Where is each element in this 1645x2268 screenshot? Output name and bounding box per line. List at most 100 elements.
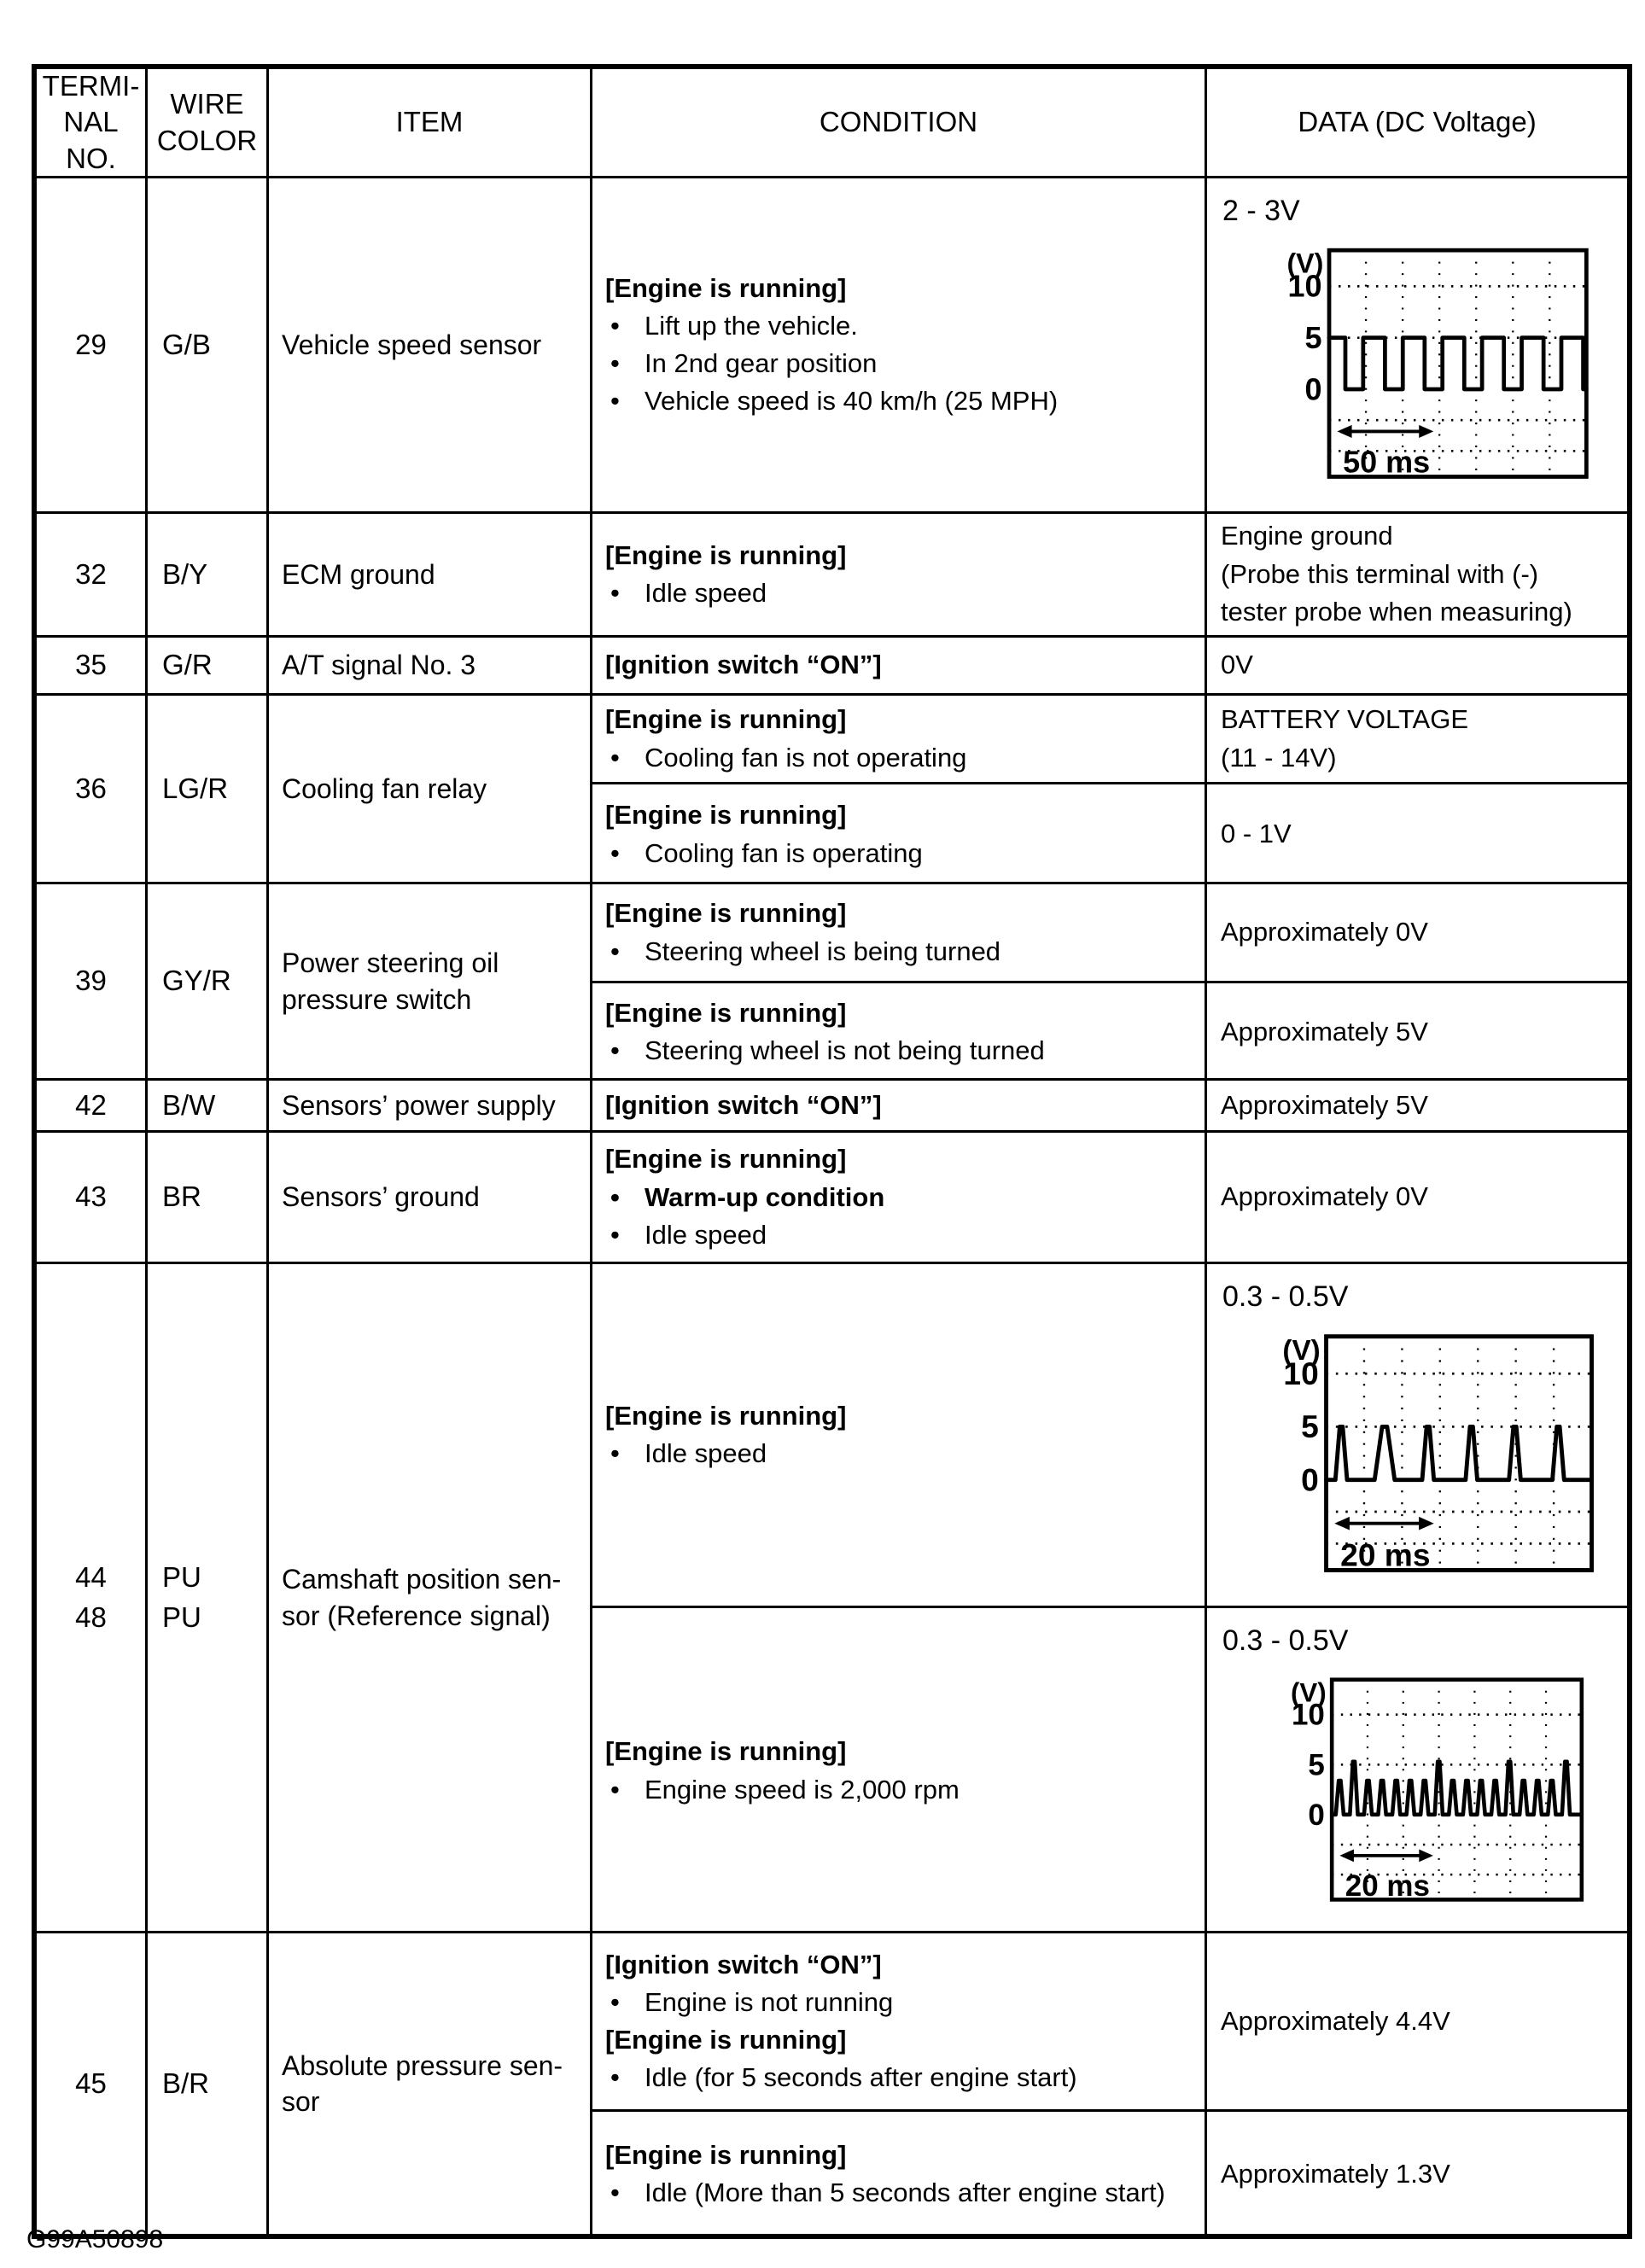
condition-text: [Engine is running] (605, 272, 847, 303)
condition-text: [Engine is running] (605, 704, 847, 735)
condition-cell: [Engine is running] • Cooling fan is opera… (592, 784, 1207, 884)
scope-ytick-label: 10 (1292, 1699, 1325, 1732)
condition-text: [Engine is running] (605, 2139, 847, 2170)
condition-line: [Engine is running] (605, 796, 1198, 834)
condition-data-group: [Engine is running] • Idle speed 0.3 - 0.5V… (592, 1264, 1627, 1933)
condition-line: • Cooling fan is operating (605, 835, 1198, 872)
data-voltage-text: Approximately 4.4V (1221, 2005, 1450, 2036)
scope-ytick-label: 10 (1287, 269, 1321, 304)
bullet-icon: • (610, 1181, 620, 1212)
bullet-icon: • (610, 386, 620, 417)
condition-data-subrow: [Engine is running] • Idle (More than 5 se… (592, 2112, 1627, 2236)
data-voltage-text: 0 - 1V (1221, 819, 1292, 849)
condition-line: [Engine is running] (605, 2021, 1198, 2059)
data-voltage-cell: Approximately 0V (1207, 884, 1627, 981)
condition-data-group: [Ignition switch “ON”] • Engine is not run… (592, 1933, 1627, 2236)
bullet-icon: • (610, 1774, 620, 1804)
bullet-icon: • (610, 578, 620, 608)
table-row-44-48: 44 48 PU PU Camshaft position sen- sor (Re… (37, 1264, 1627, 1933)
condition-text: Engine speed is 2,000 rpm (645, 1774, 960, 1804)
data-voltage-cell: Approximately 5V (1207, 983, 1627, 1081)
condition-line: • Cooling fan is not operating (605, 739, 1198, 777)
condition-data-subrow: [Engine is running] • Warm-up condition • Id… (592, 1133, 1627, 1262)
bullet-icon: • (610, 1986, 620, 2017)
condition-data-subrow: [Ignition switch “ON”] Approximately 5V (592, 1081, 1627, 1130)
item-cell: A/T signal No. 3 (269, 638, 592, 693)
data-voltage-cell: Approximately 4.4V (1207, 1933, 1627, 2109)
condition-data-subrow: [Engine is running] • Idle speed Engine gro… (592, 514, 1627, 635)
condition-line: [Engine is running] (605, 994, 1198, 1032)
condition-line: • Lift up the vehicle. (605, 307, 1198, 345)
terminal-no-cell: 29 (37, 178, 148, 511)
data-voltage-text: Approximately 0V (1221, 917, 1428, 947)
condition-text: Steering wheel is not being turned (645, 1035, 1045, 1065)
condition-text: Idle speed (645, 578, 767, 608)
item-cell: Sensors’ power supply (269, 1081, 592, 1130)
bullet-icon: • (610, 2062, 620, 2093)
scope-ytick-label: 10 (1283, 1356, 1318, 1391)
bullet-icon: • (610, 2178, 620, 2207)
condition-text: [Engine is running] (605, 2025, 847, 2055)
bullet-icon: • (610, 310, 620, 341)
condition-data-subrow: [Engine is running] • Engine speed is 2,00… (592, 1608, 1627, 1933)
table-row-45: 45 B/R Absolute pressure sen- sor [Ignition… (37, 1933, 1627, 2236)
condition-line: • In 2nd gear position (605, 345, 1198, 382)
condition-cell: [Engine is running] • Warm-up condition • Id… (592, 1133, 1207, 1262)
condition-data-group: [Engine is running] • Cooling fan is not o… (592, 696, 1627, 884)
wire-color-cell: G/B (148, 178, 269, 511)
oscilloscope-chart: (V)10 5 0 20 ms (1282, 1334, 1594, 1573)
condition-line: [Ignition switch “ON”] (605, 646, 1198, 684)
condition-line: [Engine is running] (605, 537, 1198, 574)
condition-data-subrow: [Engine is running] • Lift up the vehicle.… (592, 178, 1627, 511)
condition-line: [Engine is running] (605, 1397, 1198, 1435)
condition-data-subrow: [Engine is running] • Steering wheel is be… (592, 884, 1627, 983)
bullet-icon: • (610, 1219, 620, 1250)
condition-line: • Idle speed (605, 1216, 1198, 1254)
condition-data-group: [Engine is running] • Idle speed Engine gro… (592, 514, 1627, 635)
header-data-dc-voltage: DATA (DC Voltage) (1298, 106, 1537, 138)
condition-cell: [Engine is running] • Engine speed is 2,00… (592, 1608, 1207, 1933)
condition-data-subrow: [Ignition switch “ON”] • Engine is not run… (592, 1933, 1627, 2112)
condition-line: [Ignition switch “ON”] (605, 1087, 1198, 1124)
condition-text: Idle (for 5 seconds after engine start) (645, 2062, 1077, 2093)
item-cell: Power steering oil pressure switch (269, 884, 592, 1078)
condition-cell: [Engine is running] • Idle speed (592, 1264, 1207, 1606)
data-voltage-text: (Probe this terminal with (-) (1221, 558, 1539, 589)
condition-line: [Engine is running] (605, 1140, 1198, 1178)
data-voltage-cell: 0V (1207, 638, 1627, 693)
condition-line: • Engine speed is 2,000 rpm (605, 1771, 1198, 1809)
voltage-range-label: 0.3 - 0.5V (1222, 1280, 1349, 1313)
data-voltage-text: BATTERY VOLTAGE (1221, 703, 1468, 734)
header-wire-color: WIRE COLOR (148, 69, 269, 176)
bullet-icon: • (610, 348, 620, 378)
condition-text: Engine is not running (645, 1986, 894, 2017)
condition-text: Cooling fan is operating (645, 837, 923, 868)
header-item: ITEM (269, 69, 592, 176)
bullet-icon: • (610, 1035, 620, 1065)
bullet-icon: • (610, 1438, 620, 1468)
condition-text: [Engine is running] (605, 1736, 847, 1767)
item-cell: Sensors’ ground (269, 1133, 592, 1262)
condition-text: Idle (More than 5 seconds after engine s… (645, 2178, 1165, 2207)
wire-color-cell: PU PU (148, 1264, 269, 1931)
data-voltage-text: tester probe when measuring) (1221, 597, 1572, 627)
condition-line: • Idle (More than 5 seconds after engine … (605, 2174, 1198, 2212)
table-row-32: 32 B/Y ECM ground [Engine is running] • Idle … (37, 514, 1627, 638)
terminal-no-cell: 43 (37, 1133, 148, 1262)
table-row-36: 36 LG/R Cooling fan relay [Engine is runnin… (37, 696, 1627, 884)
scope-ytick-label: 5 (1301, 1408, 1319, 1444)
wire-color-cell: B/R (148, 1933, 269, 2234)
data-voltage-text: 0V (1221, 650, 1253, 680)
data-voltage-cell: BATTERY VOLTAGE (11 - 14V) (1207, 696, 1627, 782)
data-voltage-text: Approximately 1.3V (1221, 2158, 1450, 2189)
condition-cell: [Ignition switch “ON”] • Engine is not run… (592, 1933, 1207, 2109)
condition-data-subrow: [Engine is running] • Steering wheel is no… (592, 983, 1627, 1081)
table-row-39: 39 GY/R Power steering oil pressure switch… (37, 884, 1627, 1081)
data-voltage-cell: Engine ground (Probe this terminal with (… (1207, 514, 1627, 635)
condition-line: [Engine is running] (605, 270, 1198, 307)
condition-cell: [Engine is running] • Lift up the vehicle.… (592, 178, 1207, 511)
scope-waveform-trace (1327, 335, 1589, 392)
terminal-no-cell: 39 (37, 884, 148, 1078)
condition-text: [Engine is running] (605, 1400, 847, 1431)
condition-cell: [Engine is running] • Steering wheel is be… (592, 884, 1207, 981)
